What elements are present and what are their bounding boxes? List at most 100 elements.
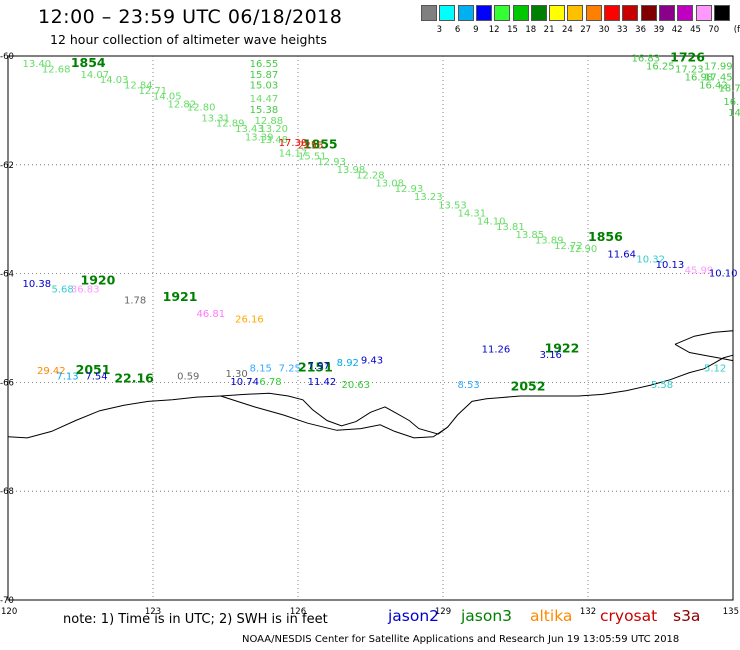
wave-height-label: 13.39 [245, 132, 274, 143]
lat-tick-label: -68 [0, 487, 14, 497]
color-swatch [512, 5, 529, 21]
wave-height-label: 5.12 [704, 364, 726, 375]
pass-time-label: 2151 [298, 360, 333, 375]
wave-height-label: 14.17 [279, 149, 308, 160]
color-scale-label: 45 [690, 25, 701, 35]
pass-time-label: 2051 [76, 362, 111, 377]
color-swatch [494, 5, 511, 21]
wave-height-label: 12.93 [395, 184, 424, 195]
wave-height-label: 36.83 [71, 285, 100, 296]
color-swatch [549, 5, 566, 21]
wave-height-label: 13.23 [414, 192, 443, 203]
wave-height-label: 17.23 [675, 64, 704, 75]
credit-line: NOAA/NESDIS Center for Satellite Applica… [242, 634, 680, 645]
wave-height-label: 7.54 [85, 372, 107, 383]
pass-time-label: 1920 [81, 272, 116, 287]
legend-s3a: s3a [673, 607, 701, 625]
color-scale-label: 3 [436, 25, 442, 35]
color-scale-label: 39 [653, 25, 665, 35]
lat-tick-label: -62 [0, 161, 14, 171]
wave-height-label: 13.53 [438, 200, 467, 211]
coastline [7, 354, 734, 439]
wave-height-label: 13.48 [259, 135, 288, 146]
wave-height-label: 7.97 [308, 361, 330, 372]
wave-height-label: 12.82 [168, 100, 197, 111]
legend-jason2: jason2 [388, 607, 440, 625]
wave-height-label: 14.07 [81, 70, 110, 81]
wave-height-label: 13.20 [259, 124, 288, 135]
pass-time-label: 1856 [588, 229, 623, 244]
wave-height-label: 11.26 [482, 344, 511, 355]
wave-height-label: 16.25 [646, 62, 675, 73]
color-swatch [622, 5, 639, 21]
wave-height-label: 1.30 [226, 369, 248, 380]
lon-tick-label: 120 [1, 607, 17, 617]
wave-height-label: 16.42 [699, 81, 728, 92]
wave-height-label: 12.72 [554, 241, 583, 252]
wave-height-label: 10.32 [636, 255, 665, 266]
wave-height-label: 13.98 [337, 165, 366, 176]
wave-height-label: 16.7 [723, 97, 740, 108]
lon-tick-label: 123 [145, 607, 161, 617]
wave-height-label: 12.89 [216, 119, 245, 130]
wave-height-label: 14.05 [153, 92, 182, 103]
wave-height-label: 13.08 [375, 179, 404, 190]
wave-height-label: 14.31 [458, 208, 487, 219]
wave-height-label: 12.90 [569, 244, 598, 255]
color-scale-label: 9 [473, 25, 479, 35]
wave-height-label: 14 [728, 108, 740, 119]
wave-height-label: 10.10 [709, 268, 738, 279]
pass-time-label: 22.16 [114, 370, 154, 385]
lat-tick-label: -66 [0, 378, 14, 388]
color-scale-label: 30 [598, 25, 610, 35]
color-scale-label: 27 [580, 25, 592, 35]
pass-time-label: 2052 [511, 379, 546, 394]
color-scale-label: 33 [616, 25, 628, 35]
pass-time-label: 1726 [670, 49, 705, 64]
wave-height-label: 5.68 [52, 285, 74, 296]
wave-height-label: 10.13 [656, 260, 685, 271]
ice-shelf-outline [220, 395, 449, 439]
wave-height-label: 8.15 [250, 364, 272, 375]
wave-height-label: 10.38 [23, 279, 52, 290]
wave-height-label: 26.16 [235, 315, 264, 326]
wave-height-label: 11.64 [607, 249, 636, 260]
page-subtitle: 12 hour collection of altimeter wave hei… [50, 32, 327, 47]
wave-height-label: 45.99 [685, 266, 714, 277]
color-swatch [530, 5, 547, 21]
wave-height-label: 14.47 [250, 94, 279, 105]
color-swatch [421, 5, 437, 21]
wave-height-label: 17.99 [704, 62, 733, 73]
wave-height-label: 1.78 [124, 296, 146, 307]
wave-height-label: 17.38 [279, 138, 308, 149]
legend-altika: altika [530, 607, 573, 625]
coastline-east [674, 330, 734, 362]
wave-height-label: 0.59 [177, 372, 199, 383]
legend-cryosat: cryosat [600, 607, 658, 625]
color-swatch [585, 5, 602, 21]
color-swatch [658, 5, 675, 21]
wave-height-label: 13.89 [535, 236, 564, 247]
pass-time-label: 1921 [163, 289, 198, 304]
lon-tick-label: 129 [435, 607, 451, 617]
color-scale-label: 21 [543, 25, 555, 35]
wave-height-label: 16.98 [685, 72, 714, 83]
lon-tick-label: 132 [580, 607, 596, 617]
color-swatch [604, 5, 620, 21]
wave-height-label: 13.40 [23, 59, 52, 70]
wave-height-label: 14.10 [477, 217, 506, 228]
wave-height-label: 2255 [298, 140, 323, 151]
wave-height-label: 11.42 [308, 377, 337, 388]
lon-tick-label: 135 [723, 607, 739, 617]
color-scale-label: 6 [454, 25, 461, 35]
wave-height-label: 12.88 [255, 116, 284, 127]
wave-height-label: 16.55 [250, 59, 279, 70]
wave-height-label: 7.13 [56, 372, 78, 383]
color-swatch [640, 5, 657, 21]
pass-time-label: 1854 [71, 55, 106, 70]
wave-height-label: 15.38 [250, 105, 279, 116]
wave-height-label: 12.71 [139, 86, 168, 97]
wave-height-label: 13.31 [201, 113, 230, 124]
color-scale-label: 18 [525, 25, 537, 35]
wave-height-label: 12.68 [42, 64, 71, 75]
